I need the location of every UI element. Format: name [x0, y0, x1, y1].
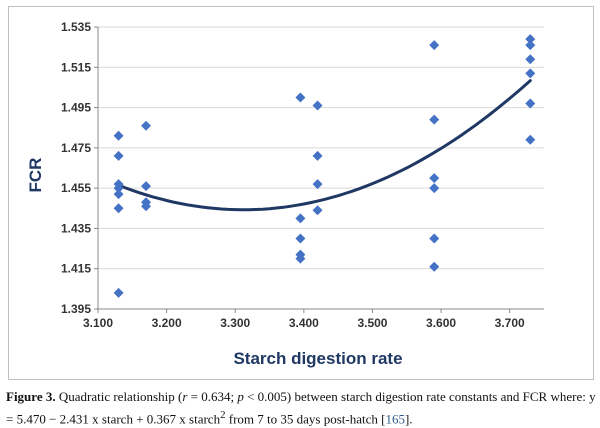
trendline-group [117, 79, 532, 212]
data-point [113, 150, 124, 161]
data-point [141, 120, 152, 131]
y-tick-label: 1.535 [61, 20, 91, 34]
caption-label: Figure 3. [6, 389, 56, 404]
axes [94, 26, 544, 313]
y-tick-label: 1.435 [61, 221, 91, 235]
y-tick-label: 1.475 [61, 141, 91, 155]
data-point [113, 130, 124, 141]
data-point [429, 261, 440, 272]
data-point [312, 179, 323, 190]
caption-text-5: ]. [404, 411, 413, 427]
figure-caption: Figure 3. Quadratic relationship (r = 0.… [6, 388, 598, 428]
caption-p-symbol: p [237, 389, 244, 404]
y-tick-label: 1.395 [61, 302, 91, 316]
caption-text-3: < 0.005) between starch digestion rate c… [6, 389, 596, 427]
data-point [295, 233, 306, 244]
caption-r-symbol: r [182, 389, 188, 404]
y-tick-label: 1.515 [61, 60, 91, 74]
data-point [295, 253, 306, 264]
data-point [429, 114, 440, 125]
data-point [525, 98, 536, 109]
data-point [525, 68, 536, 79]
scatter-chart: 1.395 1.415 1.435 1.455 1.475 1.495 1.515 1.535… [26, 20, 544, 368]
x-tick-label: 3.400 [289, 316, 319, 330]
x-tick-label: 3.100 [83, 316, 113, 330]
trendline [117, 79, 532, 212]
caption-text-1: Quadratic relationship ( [55, 389, 183, 404]
data-point [312, 205, 323, 216]
x-tick-label: 3.500 [357, 316, 387, 330]
data-point [295, 213, 306, 224]
data-point [429, 173, 440, 184]
data-point [525, 134, 536, 145]
x-axis-title: Starch digestion rate [233, 349, 402, 368]
data-point [429, 183, 440, 194]
data-point [113, 203, 124, 214]
reference-link[interactable]: 165 [385, 411, 405, 427]
data-point [113, 189, 124, 200]
y-tick-label: 1.455 [61, 181, 91, 195]
data-point [141, 201, 152, 212]
y-axis-title: FCR [26, 158, 45, 193]
chart-frame [8, 6, 594, 380]
data-point [312, 150, 323, 161]
y-tick-label: 1.495 [61, 101, 91, 115]
gridlines [98, 26, 544, 270]
data-point [429, 233, 440, 244]
data-point [295, 92, 306, 103]
data-point [312, 100, 323, 111]
data-point [141, 181, 152, 192]
x-tick-label: 3.600 [426, 316, 456, 330]
data-point [429, 40, 440, 51]
data-point [525, 40, 536, 51]
x-tick-label: 3.200 [152, 316, 182, 330]
caption-text-2: = 0.634; [187, 389, 238, 404]
x-tick-label: 3.700 [495, 316, 525, 330]
tick-labels: 1.395 1.415 1.435 1.455 1.475 1.495 1.515 1.535… [61, 20, 525, 330]
data-point [525, 34, 536, 45]
data-points [113, 34, 536, 298]
caption-superscript: 2 [220, 409, 226, 421]
data-point [113, 183, 124, 194]
data-point [113, 287, 124, 298]
caption-text-4: from 7 to 35 days post-hatch [ [225, 411, 386, 427]
y-tick-label: 1.415 [61, 262, 91, 276]
x-tick-label: 3.300 [220, 316, 250, 330]
data-point [525, 54, 536, 65]
